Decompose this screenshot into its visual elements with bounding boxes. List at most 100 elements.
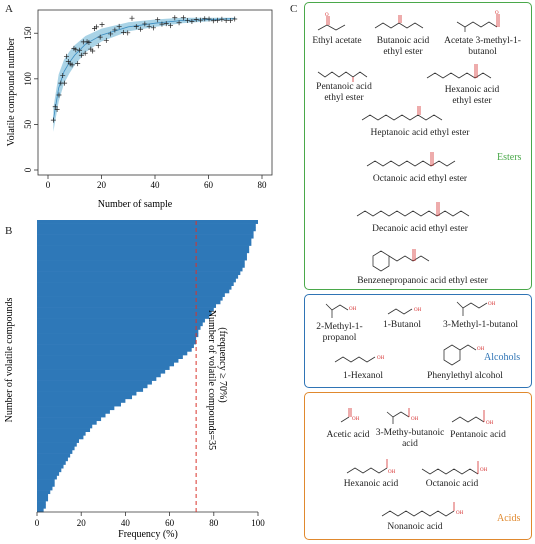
- sample-point: [189, 19, 195, 25]
- isobutanol-structure: OH: [325, 303, 357, 318]
- acids-title: Acids: [497, 513, 521, 524]
- sample-point: [90, 48, 96, 54]
- frequency-bar: [37, 508, 44, 513]
- plot-frame: [37, 9, 273, 176]
- frequency-bar: [37, 344, 194, 349]
- ester-name-4: Pentanoic acid ethyl ester: [316, 82, 372, 103]
- x-tick-label: 20: [77, 518, 87, 528]
- sample-point: [112, 27, 118, 33]
- ester-name-9: Benzenepropanoic acid ethyl ester: [357, 276, 488, 286]
- frequency-bar: [37, 358, 179, 363]
- sample-point: [99, 22, 105, 28]
- sample-point: [97, 34, 103, 40]
- band-area: [53, 17, 236, 132]
- esters-title: Esters: [497, 152, 522, 163]
- sample-point: [133, 24, 139, 30]
- sample-point: [197, 17, 203, 23]
- frequency-bar: [37, 406, 115, 411]
- sample-point: [54, 106, 60, 112]
- frequency-bar: [37, 424, 93, 429]
- frequency-bar: [37, 347, 192, 352]
- panel-label-c: C: [290, 3, 298, 15]
- x-tick-label: 40: [151, 180, 161, 190]
- pentanoic-acid-ethyl-ester-structure: [317, 71, 368, 82]
- frequency-bar: [37, 336, 197, 341]
- acid-name-2: 3-Methy-butanoic acid: [375, 428, 445, 449]
- sample-point: [56, 92, 62, 98]
- ethyl-acetate-structure: O: [317, 13, 346, 31]
- esters-box: [304, 2, 532, 290]
- sample-point: [120, 29, 126, 35]
- frequency-bar: [37, 398, 126, 403]
- frequency-bar: [37, 493, 49, 498]
- sample-point: [78, 52, 84, 58]
- accumulation-chart: 0 20 40 60 80 0 50 100 150 Number of sample Vola…: [6, 9, 273, 210]
- frequency-bar: [37, 274, 239, 279]
- sample-point: [159, 21, 165, 27]
- panel-label-a: A: [5, 3, 13, 15]
- sample-point: [138, 26, 144, 32]
- acid-name-1: Acetic acid: [326, 430, 370, 440]
- ester-name-7: Octanoic acid ethyl ester: [372, 174, 468, 184]
- acids-box: [304, 392, 532, 540]
- acid-name-6: Nonanoic acid: [387, 522, 443, 532]
- axes: 0 20 40 60 80 100: [35, 511, 265, 528]
- sample-point: [193, 17, 199, 23]
- frequency-bar: [37, 289, 230, 294]
- frequency-bar: [37, 340, 197, 345]
- frequency-bar: [37, 267, 243, 272]
- frequency-bar: [37, 479, 55, 484]
- frequency-bar: [37, 457, 68, 462]
- frequency-bar: [37, 271, 241, 276]
- sample-point: [52, 104, 58, 110]
- sample-point: [180, 15, 186, 21]
- sample-point: [103, 37, 109, 43]
- frequency-bar: [37, 449, 73, 454]
- frequency-bar: [37, 263, 245, 268]
- frequency-bar: [37, 223, 256, 228]
- frequency-bar: [37, 238, 252, 243]
- frequency-bar: [37, 314, 210, 319]
- ester-name-1: Ethyl acetate: [312, 36, 362, 46]
- sample-point: [82, 50, 88, 56]
- frequency-bar: [37, 417, 102, 422]
- frequency-bar: [37, 311, 212, 316]
- frequency-bar: [37, 453, 71, 458]
- x-tick-label: 40: [121, 518, 131, 528]
- frequency-chart: 0 20 40 60 80 100 Number of volatile compound…: [4, 220, 265, 540]
- acetic-acid-structure: OH: [340, 408, 360, 423]
- ester-name-5: Hexanoic acid ethyl ester: [444, 85, 500, 106]
- sample-point: [60, 72, 66, 78]
- frequency-bar: [37, 486, 53, 491]
- benzenepropanoic-acid-ethyl-ester-structure: [372, 249, 430, 272]
- svg-text:OH: OH: [456, 511, 464, 516]
- sample-point: [155, 17, 161, 23]
- frequency-bar: [37, 307, 214, 312]
- nonanoic-acid-structure: OH: [381, 502, 464, 517]
- sample-point: [168, 23, 174, 29]
- x-tick-label: 60: [204, 180, 214, 190]
- isovaleric-acid-structure: OH: [386, 408, 419, 424]
- frequency-bar: [37, 256, 247, 261]
- frequency-bar: [37, 351, 188, 356]
- sample-point: [69, 62, 75, 68]
- y-tick-label: 100: [23, 72, 33, 86]
- frequency-bar: [37, 355, 183, 359]
- frequency-bar: [37, 442, 77, 447]
- frequency-bar: [37, 234, 254, 239]
- pentanoic-acid-structure: OH: [451, 410, 494, 426]
- frequency-bar: [37, 428, 91, 432]
- ester-name-6: Heptanoic acid ethyl ester: [370, 128, 470, 138]
- isoamyl-acetate-structure: O: [456, 11, 500, 32]
- sample-point: [125, 30, 131, 36]
- x-axis-label: Frequency (%): [118, 529, 178, 540]
- frequency-bars: [37, 220, 258, 513]
- frequency-bar: [37, 460, 66, 465]
- sample-point: [163, 21, 169, 27]
- frequency-bar: [37, 420, 97, 425]
- frequency-bar: [37, 241, 252, 246]
- frequency-bar: [37, 303, 217, 308]
- acid-name-3: Pentanoic acid: [450, 430, 506, 440]
- isoamyl-alcohol-structure: OH: [456, 301, 496, 316]
- alcohol-name-5: Phenylethyl alcohol: [427, 371, 503, 381]
